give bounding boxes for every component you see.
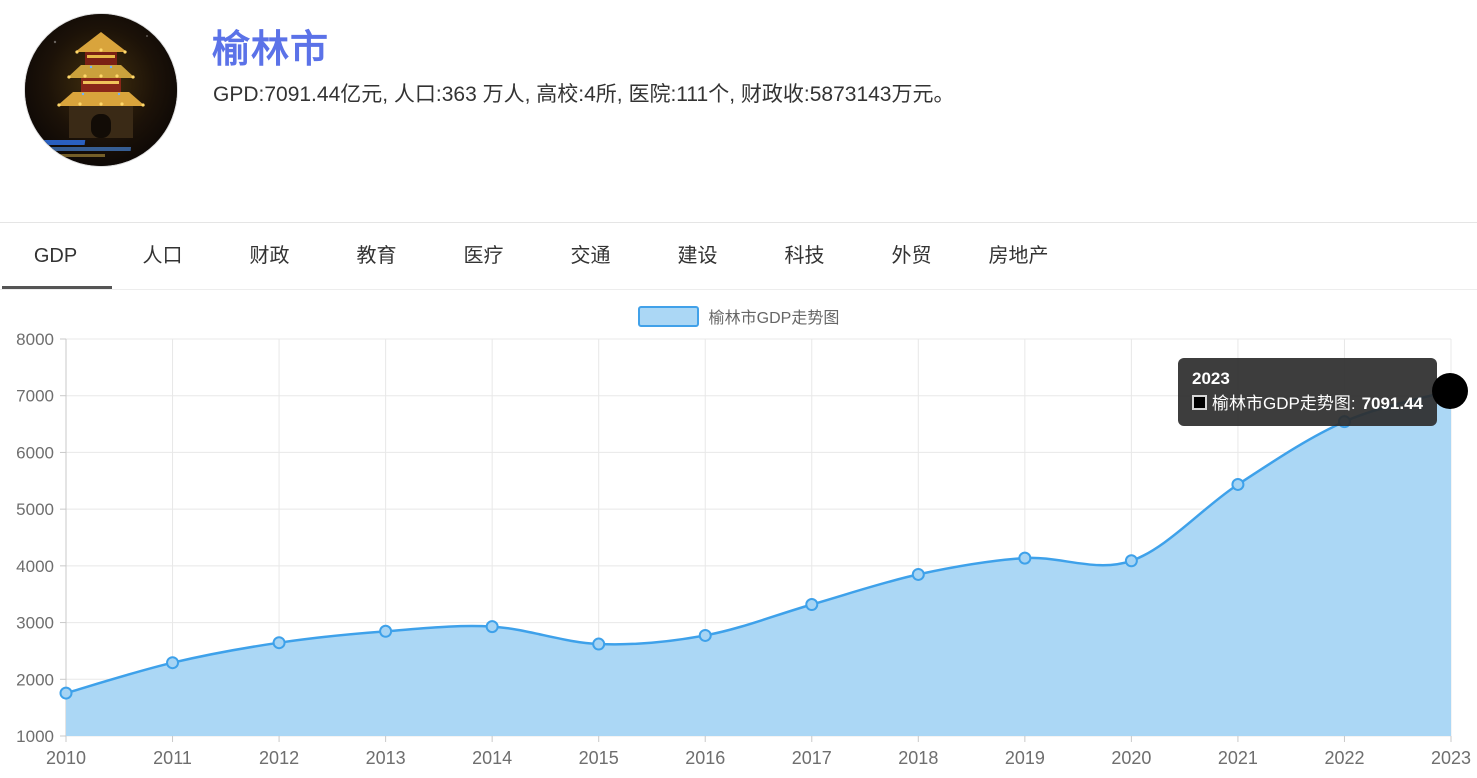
cursor-dot bbox=[1432, 373, 1468, 409]
y-axis-label: 6000 bbox=[16, 443, 54, 462]
x-axis-label: 2014 bbox=[472, 748, 512, 768]
tab-population[interactable]: 人口 bbox=[142, 245, 183, 267]
y-axis-label: 8000 bbox=[16, 330, 54, 349]
legend-label: 榆林市GDP走势图 bbox=[708, 310, 840, 327]
data-point-marker bbox=[911, 567, 925, 581]
city-avatar-image bbox=[25, 14, 177, 166]
data-point-marker bbox=[379, 624, 393, 638]
chart-legend[interactable]: 榆林市GDP走势图 bbox=[0, 304, 1477, 328]
x-axis-label: 2016 bbox=[685, 748, 725, 768]
y-axis-label: 7000 bbox=[16, 387, 54, 406]
tab-real-estate[interactable]: 房地产 bbox=[988, 245, 1049, 267]
data-point-marker bbox=[272, 636, 286, 650]
tooltip-year: 2023 bbox=[1192, 369, 1230, 388]
x-axis-label: 2020 bbox=[1111, 748, 1151, 768]
tab-foreign-trade[interactable]: 外贸 bbox=[891, 245, 932, 267]
tab-gdp[interactable]: GDP bbox=[2, 223, 112, 289]
data-point-marker bbox=[166, 656, 180, 670]
tab-medical[interactable]: 医疗 bbox=[463, 245, 504, 267]
x-axis-label: 2021 bbox=[1218, 748, 1258, 768]
data-point-marker bbox=[592, 637, 606, 651]
tooltip-value: 7091.44 bbox=[1361, 393, 1424, 413]
x-axis-label: 2019 bbox=[1005, 748, 1045, 768]
tooltip-row: 榆林市GDP走势图: 7091.44 bbox=[1192, 392, 1423, 417]
data-point-marker bbox=[1018, 551, 1032, 565]
data-point-marker bbox=[59, 686, 73, 700]
data-point-marker bbox=[485, 620, 499, 634]
legend-swatch bbox=[637, 305, 699, 327]
chart-tooltip: 2023 榆林市GDP走势图: 7091.44 bbox=[1178, 358, 1438, 427]
x-axis-label: 2023 bbox=[1431, 748, 1471, 768]
tab-education[interactable]: 教育 bbox=[356, 245, 397, 267]
tab-construction[interactable]: 建设 bbox=[677, 245, 718, 267]
data-point-marker bbox=[1124, 554, 1138, 568]
city-stats-subtitle: GPD:7091.44亿元, 人口:363 万人, 高校:4所, 医院:111个… bbox=[213, 83, 955, 106]
x-axis-label: 2015 bbox=[579, 748, 619, 768]
x-axis-label: 2011 bbox=[153, 748, 192, 768]
x-axis-label: 2022 bbox=[1324, 748, 1364, 768]
y-axis-label: 5000 bbox=[16, 500, 54, 519]
y-axis-label: 4000 bbox=[16, 557, 54, 576]
category-tabbar: GDP 人口 财政 教育 医疗 交通 建设 科技 外贸 房地产 bbox=[0, 222, 1477, 290]
page-title: 榆林市 bbox=[212, 29, 330, 71]
y-axis-label: 1000 bbox=[16, 727, 54, 746]
data-point-marker bbox=[1231, 477, 1245, 491]
tab-list: GDP 人口 财政 教育 医疗 交通 建设 科技 外贸 房地产 bbox=[0, 223, 1477, 289]
tab-finance[interactable]: 财政 bbox=[249, 245, 290, 267]
data-point-marker bbox=[805, 598, 819, 612]
tooltip-series-marker bbox=[1192, 394, 1207, 410]
y-axis-label: 3000 bbox=[16, 614, 54, 633]
gdp-area-fill bbox=[66, 390, 1451, 736]
tooltip-series-name: 榆林市GDP走势图: bbox=[1212, 393, 1356, 413]
x-axis-label: 2010 bbox=[46, 748, 86, 768]
x-axis-label: 2012 bbox=[259, 748, 299, 768]
city-avatar bbox=[24, 13, 178, 167]
tab-transport[interactable]: 交通 bbox=[570, 245, 611, 267]
tab-technology[interactable]: 科技 bbox=[784, 245, 825, 267]
x-axis-label: 2018 bbox=[898, 748, 938, 768]
y-axis-label: 2000 bbox=[16, 670, 54, 689]
data-point-marker bbox=[698, 628, 712, 642]
x-axis-label: 2013 bbox=[366, 748, 406, 768]
x-axis-label: 2017 bbox=[792, 748, 832, 768]
